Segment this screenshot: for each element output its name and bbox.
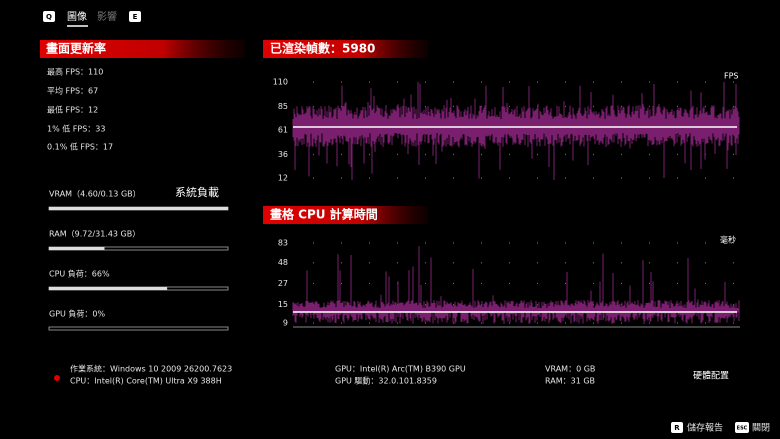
stat: 0.1% 低 FPS：17 <box>47 142 113 152</box>
header-bar <box>263 206 428 224</box>
charts: 110 85 61 36 12 83 48 27 15 9 <box>273 78 740 328</box>
meters: VRAM（4.60/0.13 GB） RAM（9.72/31.43 GB） CPU … <box>48 190 229 331</box>
key-icon[interactable] <box>43 11 55 22</box>
key-icon[interactable] <box>735 422 749 433</box>
meter-label: CPU 負荷：66% <box>49 269 110 279</box>
meter-track <box>48 326 229 331</box>
y-tick-label: 83 <box>278 239 288 248</box>
section-title: 畫面更新率 <box>46 41 106 56</box>
hw-info: VRAM：0 GB <box>545 365 595 374</box>
hw-title: 硬體配置 <box>693 370 729 382</box>
y-tick-label: 110 <box>273 78 288 87</box>
y-tick-label: 9 <box>283 319 288 328</box>
y-tick-label: 15 <box>278 300 288 309</box>
meter-label: GPU 負荷：0% <box>49 309 106 319</box>
header-bar <box>263 40 428 58</box>
meter-label: VRAM（4.60/0.13 GB） <box>49 190 141 199</box>
meter-fill <box>49 287 168 290</box>
key-label[interactable]: R <box>674 424 680 432</box>
stat: 最高 FPS：110 <box>47 67 103 77</box>
y-tick-label: 27 <box>278 279 288 288</box>
meter-fill <box>49 247 105 250</box>
section-title: 系統負載 <box>175 185 219 199</box>
hw-info: CPU：Intel(R) Core(TM) Ultra X9 388H <box>70 377 222 386</box>
header-bar <box>40 40 245 58</box>
hw-info: RAM：31 GB <box>545 377 595 386</box>
y-tick-label: 48 <box>278 258 288 267</box>
y-tick-label: 85 <box>278 102 288 111</box>
y-tick-label: 61 <box>278 126 288 135</box>
key-label[interactable]: ESC <box>737 426 748 432</box>
unit-label: FPS <box>724 72 739 81</box>
tab[interactable]: 圖像 <box>67 11 87 23</box>
hw-info: GPU 驅動：32.0.101.8359 <box>335 377 437 386</box>
hw-info: 作業系統：Windows 10 2009 26200.7623 <box>70 364 232 374</box>
key-icon[interactable] <box>671 422 683 433</box>
key-label[interactable]: E <box>133 13 138 21</box>
y-tick-label: 12 <box>278 174 288 183</box>
hw-info: GPU：Intel(R) Arc(TM) B390 GPU <box>335 365 466 374</box>
footer-action[interactable]: 關閉 <box>752 423 770 434</box>
stat: 1% 低 FPS：33 <box>47 124 105 134</box>
stat: 最低 FPS：12 <box>47 105 98 115</box>
stat: 平均 FPS：67 <box>47 86 98 96</box>
section-title: 畫格 CPU 計算時間 <box>270 207 378 222</box>
meter-fill <box>49 207 228 210</box>
unit-label: 毫秒 <box>720 235 736 245</box>
key-label[interactable]: Q <box>46 13 52 21</box>
y-tick-label: 36 <box>278 150 288 159</box>
status-dot <box>54 375 60 381</box>
meter-label: RAM（9.72/31.43 GB） <box>49 230 140 239</box>
footer-action[interactable]: 儲存報告 <box>687 422 723 434</box>
section-title: 已渲染幀數：5980 <box>270 41 375 56</box>
tab[interactable]: 影響 <box>97 10 117 23</box>
key-icon[interactable] <box>129 11 141 22</box>
